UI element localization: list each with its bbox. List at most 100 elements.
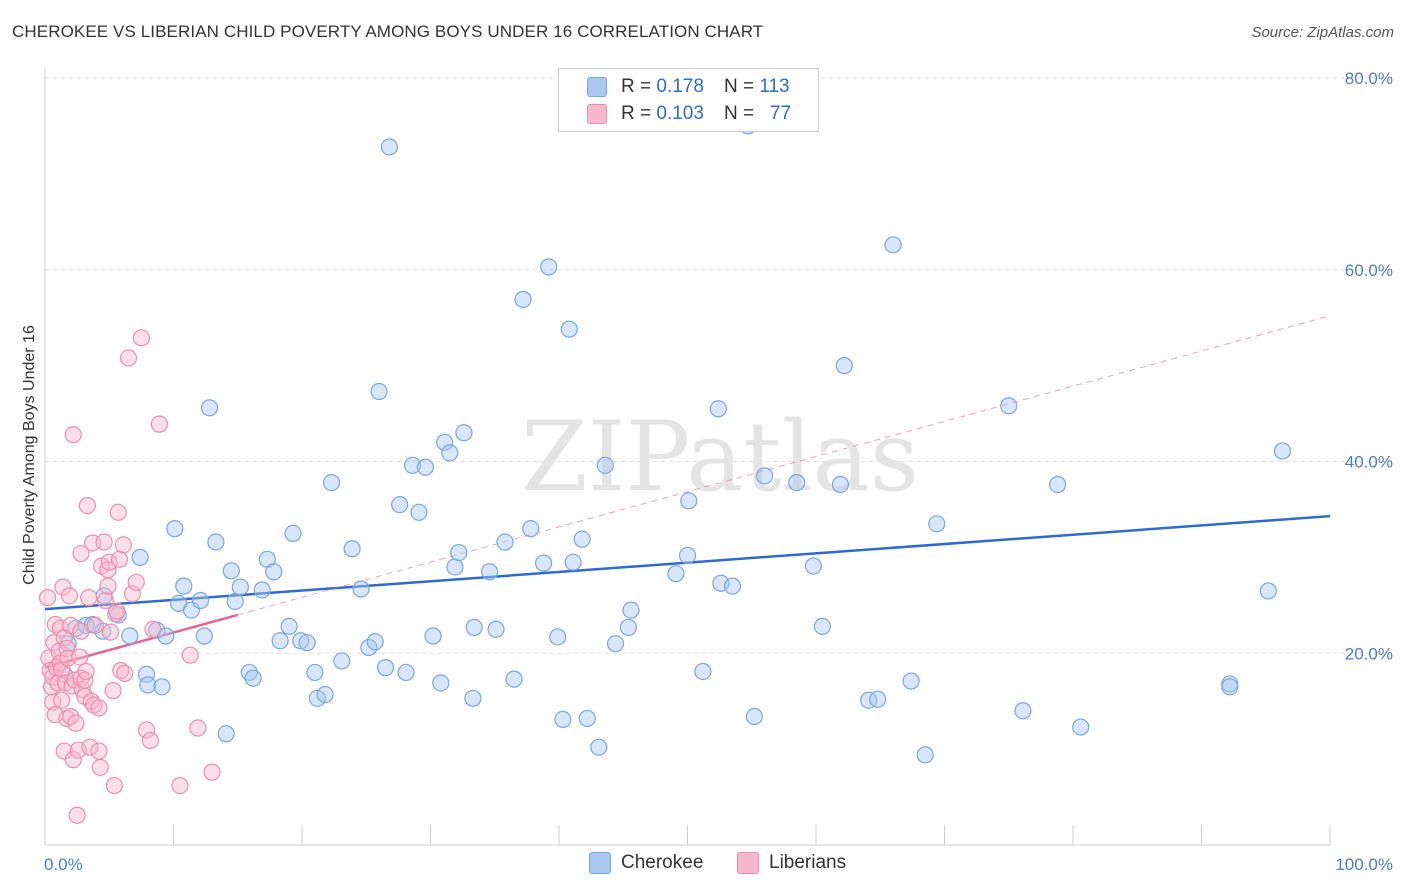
r-label: R = bbox=[621, 103, 652, 124]
point-liberians bbox=[150, 415, 168, 433]
r-value: 0.103 bbox=[656, 103, 704, 124]
point-liberians bbox=[189, 719, 207, 737]
point-cherokee bbox=[755, 467, 774, 485]
point-liberians bbox=[132, 329, 150, 347]
point-liberians bbox=[60, 587, 79, 605]
pink-swatch bbox=[737, 852, 759, 874]
point-cherokee bbox=[306, 663, 324, 682]
point-cherokee bbox=[121, 627, 139, 645]
chart-title: CHEROKEE VS LIBERIAN CHILD POVERTY AMONG… bbox=[12, 22, 764, 41]
n-value: 77 bbox=[769, 103, 792, 124]
point-cherokee bbox=[217, 725, 235, 743]
point-cherokee bbox=[522, 520, 540, 538]
point-cherokee bbox=[153, 678, 171, 696]
point-cherokee bbox=[694, 662, 712, 681]
point-cherokee bbox=[464, 689, 482, 707]
point-cherokee bbox=[788, 473, 806, 492]
point-cherokee bbox=[280, 617, 298, 636]
point-cherokee bbox=[1259, 582, 1277, 600]
legend-item-cherokee: Cherokee bbox=[589, 852, 703, 874]
point-cherokee bbox=[253, 581, 271, 599]
trend-lines bbox=[44, 315, 1331, 669]
point-liberians bbox=[104, 682, 122, 700]
point-liberians bbox=[107, 605, 125, 623]
point-cherokee bbox=[505, 670, 523, 688]
point-cherokee bbox=[370, 382, 388, 401]
point-cherokee bbox=[343, 540, 361, 558]
point-liberians bbox=[81, 738, 99, 756]
point-liberians bbox=[95, 533, 113, 551]
point-cherokee bbox=[606, 635, 625, 653]
tick-labels: 20.0% 40.0% 60.0% 80.0% 0.0% 100.0% bbox=[44, 69, 1393, 874]
point-cherokee bbox=[175, 577, 193, 595]
point-liberians bbox=[116, 664, 134, 682]
point-cherokee bbox=[352, 580, 370, 598]
point-liberians bbox=[144, 620, 162, 638]
legend-item-liberians: Liberians bbox=[737, 852, 846, 874]
point-cherokee bbox=[308, 689, 327, 707]
point-cherokee bbox=[831, 475, 850, 494]
point-cherokee bbox=[333, 652, 351, 670]
point-cherokee bbox=[560, 320, 578, 338]
point-cherokee bbox=[1014, 702, 1032, 720]
point-cherokee bbox=[619, 618, 637, 636]
point-liberians bbox=[108, 602, 126, 620]
point-liberians bbox=[100, 553, 118, 571]
point-liberians bbox=[203, 763, 221, 781]
point-cherokee bbox=[1273, 442, 1292, 460]
point-cherokee bbox=[292, 632, 310, 650]
data-points bbox=[38, 117, 1292, 824]
point-cherokee bbox=[554, 710, 572, 729]
point-cherokee bbox=[376, 659, 395, 677]
point-cherokee bbox=[271, 632, 289, 650]
point-cherokee bbox=[680, 492, 698, 510]
point-cherokee bbox=[416, 458, 434, 476]
point-cherokee bbox=[1000, 397, 1018, 415]
point-cherokee bbox=[410, 503, 428, 521]
point-liberians bbox=[99, 577, 117, 595]
point-liberians bbox=[127, 573, 145, 591]
point-cherokee bbox=[265, 563, 283, 581]
point-cherokee bbox=[540, 258, 558, 276]
point-cherokee bbox=[455, 424, 473, 442]
point-cherokee bbox=[667, 565, 685, 583]
point-cherokee bbox=[424, 627, 442, 645]
legend-label-cherokee: Cherokee bbox=[621, 852, 704, 873]
point-cherokee bbox=[1048, 475, 1067, 494]
point-cherokee bbox=[481, 563, 499, 581]
point-cherokee bbox=[380, 138, 398, 156]
point-liberians bbox=[109, 503, 127, 521]
point-cherokee bbox=[869, 690, 887, 708]
point-liberians bbox=[64, 751, 82, 769]
point-cherokee bbox=[709, 400, 727, 418]
point-cherokee bbox=[723, 577, 742, 595]
point-cherokee bbox=[195, 627, 213, 645]
point-cherokee bbox=[222, 562, 240, 580]
point-cherokee bbox=[131, 548, 149, 566]
point-cherokee bbox=[366, 633, 384, 651]
point-liberians bbox=[64, 426, 82, 444]
point-liberians bbox=[77, 662, 95, 681]
point-liberians bbox=[90, 742, 108, 760]
point-liberians bbox=[101, 623, 120, 641]
point-liberians bbox=[72, 544, 90, 563]
y-tick-label: 80.0% bbox=[1345, 69, 1393, 88]
point-cherokee bbox=[835, 357, 853, 375]
legend-label-liberians: Liberians bbox=[769, 852, 847, 873]
point-cherokee bbox=[191, 591, 210, 610]
point-cherokee bbox=[397, 663, 415, 682]
pink-swatch bbox=[587, 104, 607, 124]
point-liberians bbox=[137, 721, 156, 739]
point-liberians bbox=[181, 646, 199, 664]
trend-line-liberians-dashed bbox=[237, 315, 1331, 616]
point-cherokee bbox=[549, 628, 567, 646]
point-liberians bbox=[114, 536, 132, 554]
blue-swatch bbox=[589, 852, 611, 874]
y-tick-label: 20.0% bbox=[1345, 644, 1393, 663]
point-liberians bbox=[68, 806, 86, 824]
point-cherokee bbox=[496, 533, 514, 551]
point-cherokee bbox=[465, 618, 483, 636]
point-cherokee bbox=[441, 444, 459, 462]
point-cherokee bbox=[226, 592, 244, 611]
point-liberians bbox=[91, 758, 109, 776]
